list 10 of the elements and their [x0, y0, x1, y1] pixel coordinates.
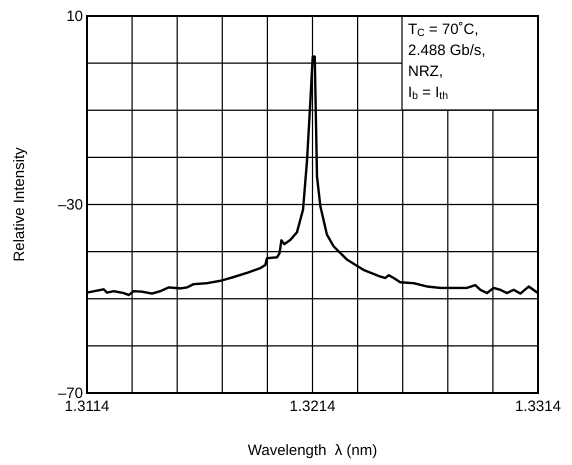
annotation: NRZ,	[408, 63, 443, 80]
annotation: T$_{C}$ = 70˚C,	[408, 21, 479, 39]
y-tick-label: –30	[58, 196, 83, 214]
x-axis-title: Wavelength λ (nm)	[248, 442, 378, 459]
annotation: 2.488 Gb/s,	[408, 42, 486, 59]
y-tick-label: 10	[66, 8, 83, 25]
x-tick-label: 1.3314	[515, 398, 561, 415]
x-tick-label: 1.3214	[290, 398, 336, 415]
y-axis-title: Relative Intensity	[11, 146, 28, 262]
annotation: I$_{b}$ = I$_{th}$	[408, 84, 448, 102]
